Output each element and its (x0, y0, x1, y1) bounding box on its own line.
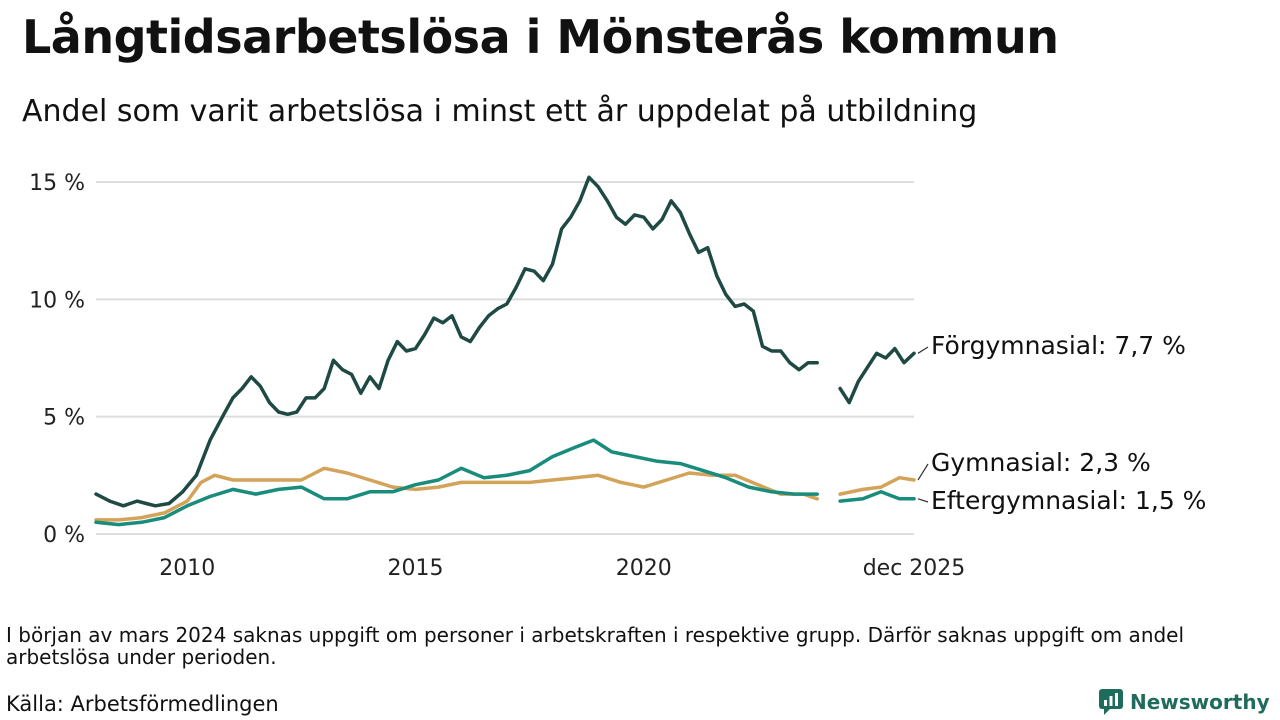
end-label-gymnasial: Gymnasial: 2,3 % (931, 448, 1151, 477)
end-label-leader (917, 463, 929, 481)
y-tick-label: 5 % (43, 406, 85, 431)
newsworthy-logo-icon (1099, 689, 1123, 715)
series-line-förgymnasial (94, 175, 916, 508)
source-label: Källa: Arbetsförmedlingen (6, 692, 279, 716)
series-line-eftergymnasial (94, 438, 916, 527)
brand-name: Newsworthy (1130, 690, 1270, 714)
x-axis-tick-labels: 2010 2015 2020 dec 2025 (159, 556, 965, 581)
end-label-förgymnasial: Förgymnasial: 7,7 % (931, 331, 1186, 360)
x-tick-label: 2010 (159, 556, 215, 581)
y-tick-label: 15 % (29, 171, 85, 196)
x-tick-label: dec 2025 (863, 556, 966, 581)
end-label-leader (917, 346, 929, 354)
series-lines (94, 175, 916, 527)
footnote: I början av mars 2024 saknas uppgift om … (6, 623, 1185, 669)
x-tick-label: 2015 (388, 556, 444, 581)
newsworthy-brand[interactable]: Newsworthy (1098, 688, 1270, 716)
y-axis-tick-labels: 0 % 5 % 10 % 15 % (29, 171, 85, 548)
y-tick-label: 0 % (43, 523, 85, 548)
series-line-gymnasial (94, 466, 916, 522)
gridlines (96, 181, 914, 535)
x-tick-label: 2020 (616, 556, 672, 581)
line-chart: 0 % 5 % 10 % 15 % 2010 2015 2020 dec 2025 Förg… (29, 171, 1206, 581)
chart-subtitle: Andel som varit arbetslösa i minst ett å… (22, 94, 978, 129)
y-tick-label: 10 % (29, 288, 85, 313)
end-label-leader (917, 498, 929, 503)
series-end-labels: Förgymnasial: 7,7 % Gymnasial: 2,3 % Efter… (917, 331, 1206, 515)
chart-title: Långtidsarbetslösa i Mönsterås kommun (22, 10, 1059, 64)
end-label-eftergymnasial: Eftergymnasial: 1,5 % (931, 486, 1206, 515)
